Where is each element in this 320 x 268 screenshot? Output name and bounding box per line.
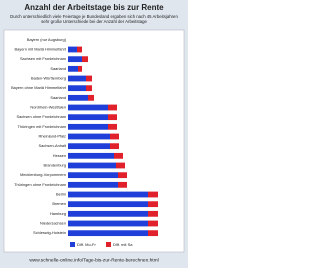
bar [78, 65, 82, 72]
legend-swatch [106, 242, 111, 247]
bar [108, 104, 117, 111]
y-tick-label: Thüringen mit Fronleichnam [18, 124, 66, 129]
bar [68, 123, 108, 130]
subtitle-box: Durch unterschiedlich viele Feiertage je… [10, 14, 178, 24]
y-tick-label: Hessen [53, 153, 66, 158]
bar [148, 210, 158, 217]
bar [110, 143, 119, 150]
bar [68, 181, 118, 188]
y-tick-label: Bayern (nur Augsburg) [27, 37, 67, 42]
y-tick-label: Berlin [56, 192, 66, 197]
bar [148, 220, 158, 227]
y-tick-label: Niedersachsen [40, 221, 66, 226]
bar [68, 114, 108, 121]
bar [68, 85, 86, 92]
bar [68, 220, 148, 227]
y-tick-label: Sachsen-Anhalt [39, 143, 67, 148]
bar [68, 210, 148, 217]
bar [148, 191, 158, 198]
source: www.schnelle-online.info/Tage-bis-zur-Re… [29, 257, 158, 263]
chart-subtitle: Durch unterschiedlich viele Feiertage je… [10, 14, 178, 24]
y-tick-label: Saarland [50, 66, 66, 71]
bar [110, 133, 119, 140]
y-tick-label: Schleswig-Holstein [33, 230, 66, 235]
bar [148, 201, 158, 208]
bar [68, 104, 108, 111]
bar [86, 75, 92, 82]
legend-swatch [70, 242, 75, 247]
plot-area [3, 29, 185, 253]
y-tick-label: Bayern ohne Mariä Himmelfahrt [11, 85, 67, 90]
legend-label: Diff. mit Sa [113, 242, 133, 247]
bar [68, 162, 116, 169]
y-tick-label: Sachsen ohne Fronleichnam [16, 114, 66, 119]
y-tick-label: Rheinland-Pfalz [39, 134, 67, 139]
chart: Anzahl der Arbeitstage bis zur Rente Dur… [0, 0, 188, 268]
bar [148, 230, 158, 237]
y-tick-label: Mecklenburg-Vorpommern [20, 172, 66, 177]
bar [68, 94, 88, 101]
y-tick-label: Bremen [52, 201, 66, 206]
bar [68, 143, 110, 150]
legend-label: Diff. Mo-Fr [77, 242, 96, 247]
bar [68, 56, 82, 63]
bar [68, 152, 114, 159]
y-tick-label: Bayern mit Mariä Himmelfahrt [15, 47, 67, 52]
bar [68, 172, 118, 179]
y-tick-label: Sachsen mit Fronleichnam [20, 56, 66, 61]
bar [82, 56, 88, 63]
y-tick-label: Nordrhein-Westfalen [30, 105, 66, 110]
bar [68, 65, 78, 72]
y-tick-label: Saarland [50, 95, 66, 100]
bar [88, 94, 94, 101]
bar [114, 152, 123, 159]
y-tick-label: Brandenburg [44, 163, 67, 168]
bar [108, 123, 117, 130]
bar [68, 191, 148, 198]
chart-title: Anzahl der Arbeitstage bis zur Rente [24, 3, 164, 12]
bar [118, 181, 127, 188]
bar [118, 172, 127, 179]
bar [116, 162, 125, 169]
y-tick-label: Thüringen ohne Fronleichnam [14, 182, 66, 187]
bar [86, 85, 92, 92]
bar [68, 201, 148, 208]
bar [68, 75, 86, 82]
y-tick-label: Hamburg [50, 211, 66, 216]
bar [68, 230, 148, 237]
bar [77, 46, 82, 53]
bar [68, 46, 77, 53]
bar [108, 114, 117, 121]
bar [68, 133, 110, 140]
y-tick-label: Baden-Württemberg [31, 76, 66, 81]
